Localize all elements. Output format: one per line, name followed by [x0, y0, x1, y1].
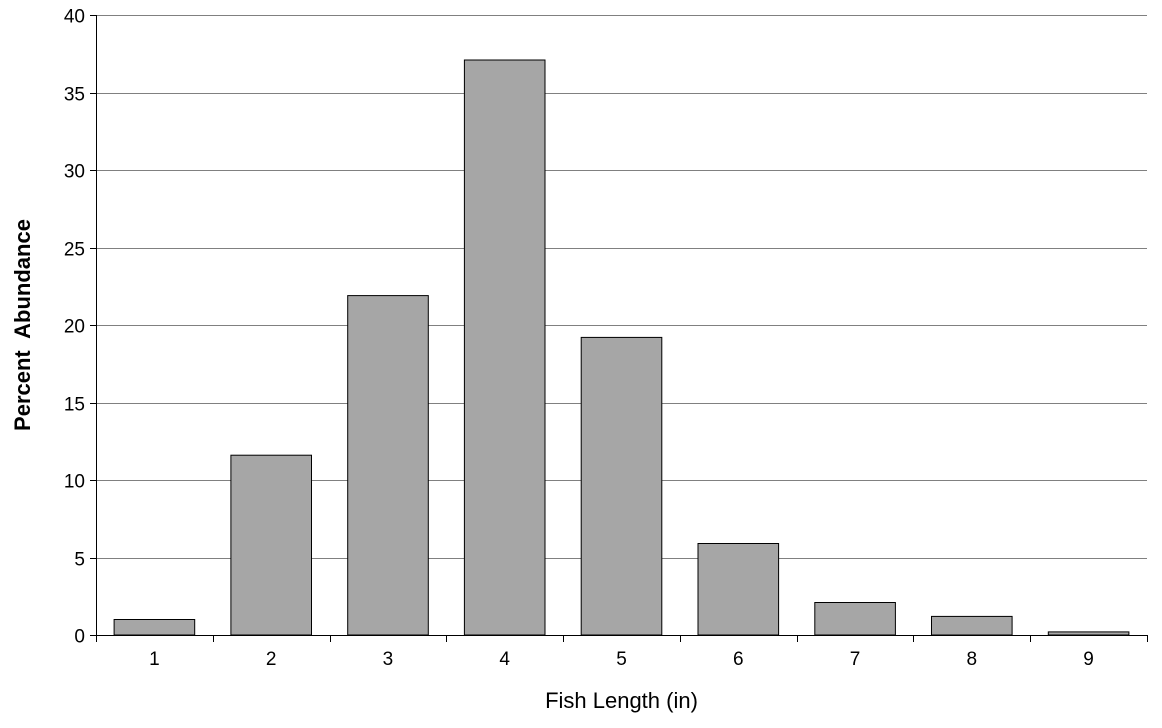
- x-tick-label: 6: [733, 649, 744, 670]
- bar-8: [931, 615, 1013, 636]
- x-tick-label: 5: [616, 649, 627, 670]
- y-tick-label: 30: [64, 162, 85, 183]
- y-tick-label: 5: [74, 550, 85, 571]
- bar-4: [463, 59, 546, 636]
- bar-9: [1047, 631, 1130, 636]
- y-tick-label: 0: [74, 627, 85, 648]
- x-tick-label: 8: [967, 649, 978, 670]
- y-tick-label: 20: [64, 317, 85, 338]
- y-tick-label: 40: [64, 7, 85, 28]
- x-tick-label: 7: [850, 649, 861, 670]
- bar-5: [580, 336, 663, 636]
- bar-3: [347, 295, 429, 636]
- y-tick-label: 35: [64, 85, 85, 106]
- x-axis-title: Fish Length (in): [545, 688, 698, 713]
- y-tick-labels: 0 5 10 15 20 25 30 35 40: [64, 7, 96, 648]
- x-tick-label: 1: [149, 649, 160, 670]
- y-axis-title: Percent Abundance: [10, 219, 35, 431]
- y-tick-label: 25: [64, 240, 85, 261]
- y-tick-label: 10: [64, 472, 85, 493]
- x-tick-label: 2: [266, 649, 277, 670]
- bar-1: [113, 619, 196, 636]
- x-tick-labels: 1 2 3 4 5 6 7 8 9: [96, 635, 1148, 670]
- y-tick-label: 15: [64, 395, 85, 416]
- bar-7: [814, 602, 896, 636]
- bar-6: [697, 543, 780, 636]
- x-tick-label: 4: [499, 649, 510, 670]
- axes: [96, 15, 1147, 636]
- bars: [113, 59, 1130, 636]
- bar-2: [230, 454, 312, 636]
- x-tick-label: 3: [383, 649, 394, 670]
- x-tick-label: 9: [1083, 649, 1094, 670]
